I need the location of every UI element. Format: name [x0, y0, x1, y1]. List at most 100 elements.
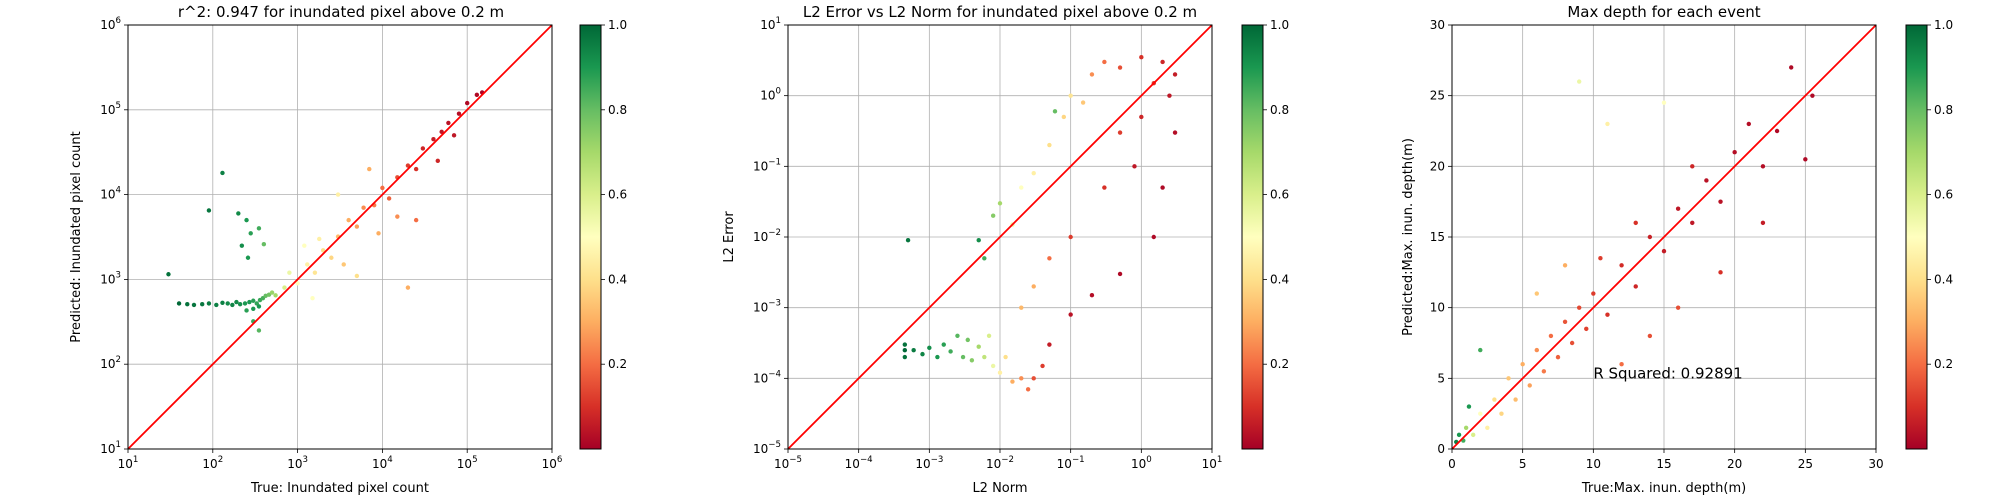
chart-1-colorbar-ticks: 0.2 0.4 0.6 0.8 1.0 — [601, 18, 627, 371]
chart-2-data-point — [976, 344, 981, 349]
chart-2-data-point — [960, 354, 966, 360]
chart-1-data-point — [302, 243, 307, 248]
chart-2-data-point — [1117, 65, 1123, 70]
chart-1-data-point — [237, 301, 243, 307]
chart-3-data-point — [1633, 220, 1638, 226]
chart-3-data-point — [1478, 347, 1483, 353]
chart-2-data-point — [1047, 342, 1052, 347]
chart-3-data-point — [1485, 425, 1490, 430]
chart-3-y-tick-label: 0 — [1437, 442, 1445, 456]
chart-3-data-point — [1456, 432, 1462, 438]
chart-2-data-point — [1080, 100, 1086, 105]
chart-2-data-point — [965, 337, 970, 343]
chart-3-y-tick-label: 30 — [1430, 18, 1445, 32]
chart-2-y-tick-label: 101 — [760, 16, 781, 32]
chart-1-x-tick-label: 105 — [457, 455, 478, 471]
chart-3-points — [1454, 65, 1815, 445]
chart-1-data-point — [474, 92, 480, 98]
chart-3-data-point — [1774, 128, 1780, 134]
chart-3-colorbar-tick-label: 0.4 — [1934, 272, 1953, 286]
chart-1-data-point — [206, 208, 212, 213]
chart-1-data-point — [245, 255, 251, 260]
chart-3-data-point — [1718, 199, 1723, 204]
chart-1-data-point — [335, 192, 341, 197]
chart-1-data-point — [317, 236, 322, 242]
chart-2-colorbar-ticks: 0.2 0.4 0.6 0.8 1.0 — [1263, 18, 1289, 371]
chart-2-data-point — [986, 333, 992, 338]
chart-1-data-point — [405, 285, 411, 290]
chart-3-y-tick-label: 15 — [1430, 230, 1445, 244]
chart-1-data-point — [431, 137, 436, 142]
chart-1-y-tick-label: 102 — [100, 355, 121, 371]
chart-2-data-point — [982, 354, 987, 360]
chart-2-x-tick-label: 10−5 — [774, 455, 802, 471]
chart-3-data-point — [1492, 397, 1497, 402]
chart-panel-2: L2 Error vs L2 Norm for inundated pixel … — [722, 3, 1289, 496]
chart-2-data-point — [990, 213, 996, 218]
chart-1-data-point — [206, 301, 212, 306]
chart-2-data-point — [1068, 312, 1073, 317]
chart-3-x-tick-label: 30 — [1868, 457, 1883, 471]
chart-3-data-point — [1591, 291, 1596, 296]
chart-2-x-tick-label: 10−2 — [986, 455, 1014, 471]
chart-2-colorbar-tick-label: 1.0 — [1270, 18, 1289, 32]
chart-2-data-point — [902, 354, 908, 360]
chart-2-data-point — [1117, 130, 1123, 135]
chart-2-x-tick-label: 10−1 — [1057, 455, 1085, 471]
chart-2-data-point — [920, 351, 925, 357]
chart-2-data-point — [1172, 72, 1178, 77]
chart-2-data-point — [1031, 376, 1036, 381]
chart-3-y-tick-label: 20 — [1430, 159, 1445, 173]
chart-1-y-ticks: 101 102 103 104 105 106 — [100, 16, 128, 456]
chart-2-data-point — [1047, 142, 1052, 148]
chart-1-data-point — [256, 304, 262, 309]
chart-1-data-point — [176, 301, 182, 306]
chart-2-data-point — [1160, 59, 1165, 65]
chart-1-colorbar — [579, 24, 602, 450]
chart-3-data-point — [1760, 164, 1766, 169]
chart-3-data-point — [1534, 347, 1540, 353]
chart-3-data-point — [1569, 340, 1575, 346]
chart-2-y-tick-label: 100 — [760, 87, 781, 103]
chart-3-colorbar-tick-label: 0.8 — [1934, 103, 1953, 117]
chart-3-x-tick-label: 20 — [1727, 457, 1742, 471]
chart-1-y-tick-label: 104 — [100, 186, 121, 202]
chart-1-plot-frame — [127, 24, 553, 450]
chart-1-data-point — [354, 224, 360, 229]
chart-3-data-point — [1548, 333, 1554, 339]
chart-1-data-point — [251, 306, 256, 312]
chart-3-title: Max depth for each event — [1567, 3, 1760, 21]
chart-1-y-tick-label: 101 — [100, 440, 121, 456]
chart-1-data-point — [239, 243, 245, 248]
chart-2-data-point — [969, 358, 975, 363]
chart-1-data-point — [465, 100, 470, 106]
chart-3-data-point — [1690, 164, 1695, 169]
chart-1-data-point — [256, 328, 262, 333]
chart-1-data-point — [367, 166, 372, 172]
chart-2-x-tick-label: 101 — [1202, 455, 1223, 471]
chart-1-data-point — [200, 301, 205, 307]
chart-2-data-point — [948, 349, 953, 354]
chart-3-x-ticks: 0 5 10 15 20 25 30 — [1448, 449, 1884, 471]
chart-1-x-tick-label: 102 — [202, 455, 223, 471]
chart-2-title: L2 Error vs L2 Norm for inundated pixel … — [803, 3, 1197, 21]
chart-1-reference-line — [127, 24, 553, 450]
chart-1-data-point — [439, 129, 444, 135]
chart-1-data-point — [185, 301, 190, 307]
chart-1-data-point — [354, 273, 360, 279]
chart-2-data-point — [1019, 376, 1024, 381]
chart-2-data-point — [1089, 293, 1095, 298]
chart-1-data-point — [166, 272, 171, 277]
chart-2-x-tick-label: 10−4 — [845, 455, 873, 471]
chart-3-data-point — [1810, 93, 1815, 98]
chart-2-x-tick-label: 100 — [1131, 455, 1152, 471]
chart-1-data-point — [244, 308, 249, 313]
chart-1-data-point — [295, 281, 300, 286]
chart-3-x-tick-label: 5 — [1519, 457, 1527, 471]
chart-3-x-tick-label: 15 — [1656, 457, 1671, 471]
chart-1-data-point — [305, 262, 310, 267]
chart-1-y-tick-label: 106 — [100, 16, 121, 32]
chart-1-data-point — [247, 299, 252, 305]
chart-2-reference-line — [787, 24, 1213, 450]
chart-1-data-point — [451, 133, 457, 138]
